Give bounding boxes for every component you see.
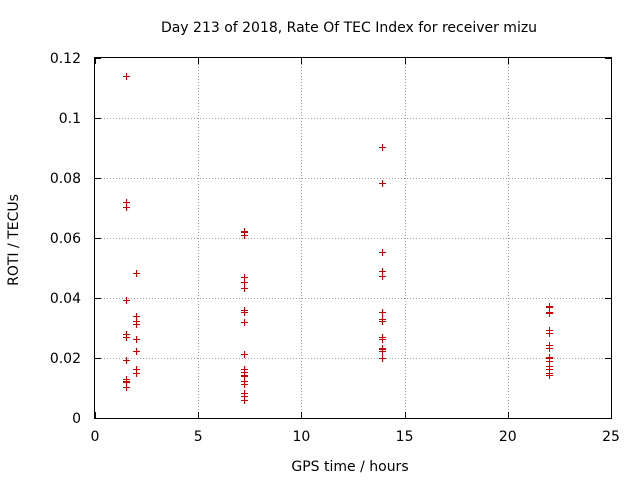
y-tick-label: 0.02 (50, 351, 81, 367)
data-point (379, 318, 386, 325)
data-point (379, 273, 386, 280)
data-point (241, 351, 248, 358)
data-point (133, 321, 140, 328)
data-point (241, 279, 248, 286)
plot-frame (94, 57, 612, 419)
data-point (133, 270, 140, 277)
data-point (546, 372, 553, 379)
y-tick-label: 0 (72, 411, 81, 427)
data-point (379, 144, 386, 151)
data-point (123, 204, 130, 211)
data-point (123, 297, 130, 304)
data-point (546, 310, 553, 317)
data-point (133, 336, 140, 343)
x-axis-tick-labels: 0 5 10 15 20 25 (91, 429, 620, 445)
data-point (123, 334, 130, 341)
data-point (241, 309, 248, 316)
x-tick-label: 20 (499, 429, 517, 445)
data-point (133, 348, 140, 355)
y-tick-label: 0.1 (59, 111, 81, 127)
x-tick-label: 10 (292, 429, 310, 445)
data-point (241, 319, 248, 326)
grid-lines (95, 58, 611, 418)
y-tick-label: 0.06 (50, 231, 81, 247)
y-tick-label: 0.04 (50, 291, 81, 307)
data-point (379, 249, 386, 256)
x-tick-label: 15 (396, 429, 414, 445)
x-axis-label: GPS time / hours (291, 459, 408, 475)
x-tick-label: 0 (91, 429, 100, 445)
y-tick-label: 0.08 (50, 171, 81, 187)
data-point (379, 348, 386, 355)
data-point (379, 180, 386, 187)
y-tick-label: 0.12 (50, 51, 81, 67)
data-point (241, 232, 248, 239)
data-point (123, 73, 130, 80)
data-point (133, 370, 140, 377)
data-point (379, 336, 386, 343)
data-point (379, 355, 386, 362)
x-tick-label: 5 (194, 429, 203, 445)
data-points (123, 73, 553, 404)
axis-ticks (95, 58, 612, 419)
y-axis-label: ROTI / TECUs (6, 194, 22, 286)
data-point (546, 330, 553, 337)
x-tick-label: 25 (602, 429, 620, 445)
data-point (123, 384, 130, 391)
data-point (379, 309, 386, 316)
data-point (241, 285, 248, 292)
data-point (241, 381, 248, 388)
data-point (546, 345, 553, 352)
data-point (123, 357, 130, 364)
data-point (241, 397, 248, 404)
chart-title: Day 213 of 2018, Rate Of TEC Index for r… (161, 20, 537, 36)
y-axis-tick-labels: 0 0.02 0.04 0.06 0.08 0.1 0.12 (50, 51, 81, 427)
